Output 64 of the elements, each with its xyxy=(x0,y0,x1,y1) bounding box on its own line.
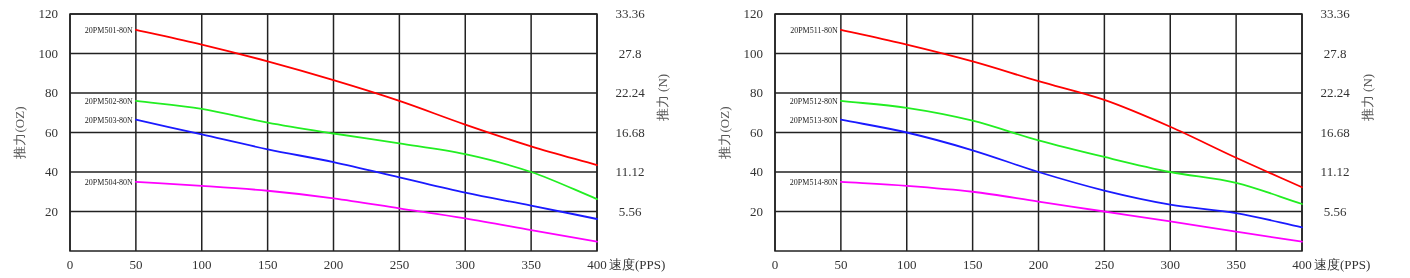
line-series xyxy=(134,118,598,220)
y-tick-label: 60 xyxy=(750,124,763,140)
y-tick-label: 100 xyxy=(38,45,58,61)
series-label: 20PM503-80N xyxy=(84,115,134,125)
x-tick-label: 150 xyxy=(257,257,278,272)
y2-tick-label: 5.56 xyxy=(618,203,642,219)
x-tick-label: 350 xyxy=(521,257,541,272)
series-label: 20PM511-80N xyxy=(790,25,839,35)
series-label: 20PM504-80N xyxy=(84,177,134,187)
series-label: 20PM512-80N xyxy=(789,96,839,106)
x-tick-label: 250 xyxy=(389,257,410,272)
y2-axis-title: 推力 (N) xyxy=(1360,73,1375,122)
y-tick-label: 20 xyxy=(45,203,58,219)
y2-tick-label: 27.8 xyxy=(618,45,642,61)
y-axis-title: 推力(OZ) xyxy=(717,106,732,159)
line-series xyxy=(134,100,598,200)
y2-tick-label: 5.56 xyxy=(1323,203,1347,219)
y2-axis-title: 推力 (N) xyxy=(655,73,670,122)
y2-tick-label: 33.36 xyxy=(615,6,646,21)
x-axis-title: 速度(PPS) xyxy=(1314,257,1371,272)
y-tick-label: 120 xyxy=(743,6,763,21)
x-tick-label: 300 xyxy=(1160,257,1180,272)
y2-tick-label: 16.68 xyxy=(615,124,645,140)
x-tick-label: 100 xyxy=(192,257,212,272)
y2-tick-label: 27.8 xyxy=(1323,45,1347,61)
x-tick-label: 350 xyxy=(1226,257,1246,272)
y-tick-label: 120 xyxy=(38,6,58,21)
x-tick-label: 400 xyxy=(587,257,607,272)
x-tick-label: 200 xyxy=(1028,257,1049,272)
line-series xyxy=(839,100,1303,205)
x-tick-label: 150 xyxy=(962,257,983,272)
y2-tick-label: 22.24 xyxy=(1320,85,1351,100)
line-series xyxy=(839,28,1303,189)
line-series xyxy=(134,28,598,166)
y-tick-label: 40 xyxy=(45,164,58,179)
y2-tick-label: 11.12 xyxy=(1320,164,1350,179)
x-tick-label: 200 xyxy=(323,257,344,272)
y-axis-title: 推力(OZ) xyxy=(12,106,27,159)
x-tick-label: 100 xyxy=(897,257,917,272)
y-tick-label: 40 xyxy=(750,164,763,179)
y-tick-label: 60 xyxy=(45,124,58,140)
y-tick-label: 80 xyxy=(750,85,763,100)
x-tick-label: 250 xyxy=(1094,257,1115,272)
x-tick-label: 400 xyxy=(1292,257,1312,272)
y2-tick-label: 22.24 xyxy=(615,85,646,100)
line-series xyxy=(839,180,1303,243)
series-label: 20PM501-80N xyxy=(84,25,134,35)
line-series xyxy=(134,180,598,243)
y-tick-label: 20 xyxy=(750,203,763,219)
x-tick-label: 50 xyxy=(834,257,848,272)
series-label: 20PM502-80N xyxy=(84,96,134,106)
series-label: 20PM514-80N xyxy=(789,177,839,187)
x-tick-label: 0 xyxy=(771,257,779,272)
x-axis-title: 速度(PPS) xyxy=(609,257,666,272)
x-tick-label: 0 xyxy=(66,257,74,272)
y2-tick-label: 11.12 xyxy=(615,164,645,179)
y-tick-label: 80 xyxy=(45,85,58,100)
y2-tick-label: 33.36 xyxy=(1320,6,1351,21)
series-label: 20PM513-80N xyxy=(789,115,839,125)
y2-tick-label: 16.68 xyxy=(1320,124,1350,140)
x-tick-label: 300 xyxy=(455,257,475,272)
y-tick-label: 100 xyxy=(743,45,763,61)
line-series xyxy=(839,118,1303,229)
x-tick-label: 50 xyxy=(129,257,143,272)
